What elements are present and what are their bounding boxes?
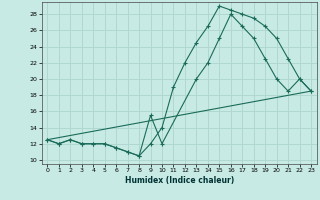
X-axis label: Humidex (Indice chaleur): Humidex (Indice chaleur) <box>124 176 234 185</box>
